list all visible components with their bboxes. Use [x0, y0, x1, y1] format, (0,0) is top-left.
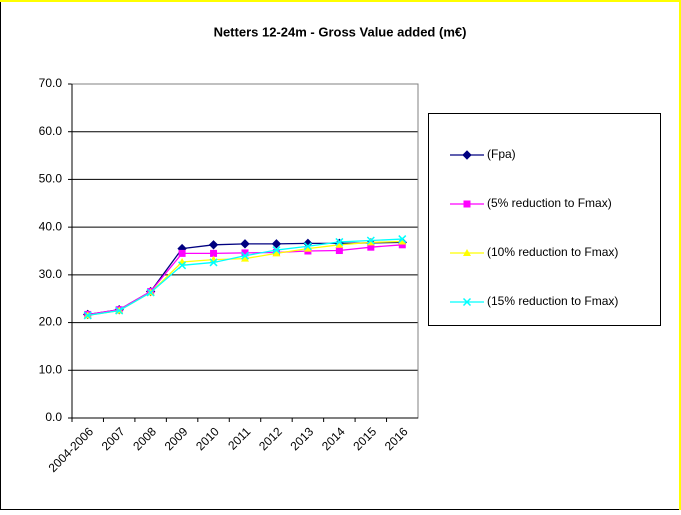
- data-point: [366, 238, 375, 246]
- data-point: [115, 306, 124, 315]
- legend-label: (15% reduction to Fmax): [487, 294, 618, 308]
- data-point: [83, 311, 92, 320]
- data-point: [240, 251, 250, 260]
- y-tick-label: 30.0: [39, 267, 63, 281]
- data-point: [241, 249, 249, 257]
- y-tick-label: 40.0: [39, 219, 63, 233]
- data-point: [335, 237, 344, 246]
- data-point: [303, 242, 312, 251]
- data-point: [398, 237, 407, 245]
- data-point: [367, 243, 375, 251]
- legend-marker: [462, 297, 472, 307]
- legend-marker: [463, 200, 471, 208]
- data-point: [398, 241, 406, 249]
- data-point: [146, 288, 155, 297]
- data-point: [240, 239, 250, 249]
- data-point: [335, 247, 343, 255]
- legend-label: (Fpa): [487, 147, 516, 161]
- y-tick-label: 50.0: [39, 172, 63, 186]
- data-point: [208, 240, 219, 250]
- data-point: [366, 236, 375, 245]
- legend-label: (10% reduction to Fmax): [487, 245, 618, 259]
- legend-box: [428, 113, 661, 326]
- data-point: [398, 235, 407, 244]
- y-tick-label: 10.0: [39, 362, 63, 376]
- data-point: [335, 240, 344, 248]
- data-point: [178, 261, 187, 270]
- legend-marker: [462, 150, 472, 160]
- y-tick-label: 20.0: [39, 315, 63, 329]
- data-point: [303, 244, 312, 252]
- data-point: [272, 249, 281, 257]
- data-point: [209, 258, 218, 267]
- legend-marker: [463, 249, 471, 256]
- legend-label: (5% reduction to Fmax): [487, 196, 612, 210]
- chart-title: Netters 12-24m - Gross Value added (m€): [214, 24, 467, 39]
- y-tick-label: 70.0: [39, 76, 63, 90]
- data-point: [210, 249, 218, 257]
- data-point: [271, 239, 282, 249]
- data-point: [241, 254, 249, 262]
- data-point: [178, 249, 186, 257]
- y-tick-label: 60.0: [39, 124, 63, 138]
- y-tick-label: 0.0: [45, 410, 62, 424]
- data-point: [272, 246, 281, 255]
